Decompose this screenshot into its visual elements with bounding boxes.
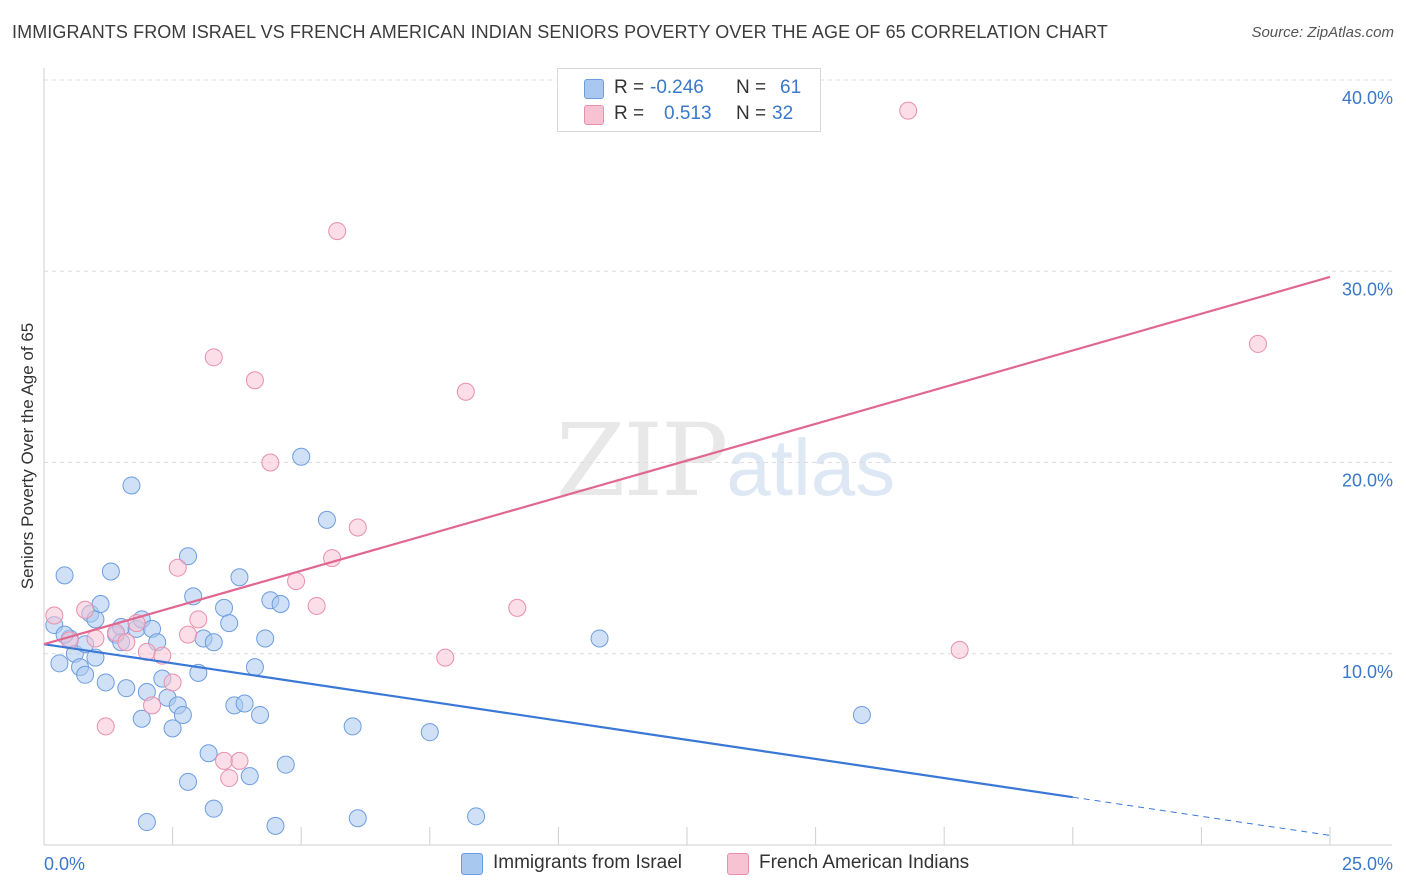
data-point-french — [307, 596, 326, 615]
data-point-french — [76, 600, 95, 619]
data-point-french — [456, 382, 475, 401]
y-axis-label: Seniors Poverty Over the Age of 65 — [18, 322, 37, 590]
y-tick-label: 40.0% — [1342, 88, 1393, 108]
data-point-israel — [179, 772, 198, 791]
data-point-french — [45, 606, 64, 625]
data-point-israel — [420, 723, 439, 742]
x-tick-label: 0.0% — [44, 854, 85, 874]
data-point-french — [143, 696, 162, 715]
data-point-french — [950, 640, 969, 659]
bottom-legend-swatch-french — [727, 853, 749, 875]
data-point-french — [1248, 334, 1267, 353]
trend-line-israel — [43, 643, 1073, 799]
data-point-israel — [266, 816, 285, 835]
data-point-french — [899, 101, 918, 120]
stats-legend: R = -0.246 N = 61 R = 0.513 N = 32 — [557, 68, 821, 132]
legend-swatch-french — [584, 105, 604, 125]
data-point-israel — [240, 767, 259, 786]
legend-swatch-israel — [584, 79, 604, 99]
legend-n-value: 61 — [780, 77, 802, 98]
data-point-israel — [348, 809, 367, 828]
data-point-israel — [292, 447, 311, 466]
data-point-israel — [137, 813, 156, 832]
data-point-french — [153, 646, 172, 665]
data-point-israel — [235, 694, 254, 713]
data-point-french — [204, 348, 223, 367]
data-point-french — [245, 371, 264, 390]
data-point-israel — [179, 547, 198, 566]
legend-r-label: R = — [614, 77, 645, 98]
data-point-french — [86, 629, 105, 648]
data-point-israel — [590, 629, 609, 648]
bottom-legend-swatch-israel — [461, 853, 483, 875]
data-point-french — [287, 572, 306, 591]
data-point-french — [168, 558, 187, 577]
data-point-israel — [467, 807, 486, 826]
data-point-french — [215, 751, 234, 770]
data-point-french — [328, 222, 347, 241]
trend-line-french — [43, 275, 1331, 646]
legend-n-label: N = — [736, 77, 767, 98]
data-point-french — [220, 769, 239, 788]
data-point-israel — [101, 562, 120, 581]
legend-r-value: 0.513 — [664, 103, 712, 124]
y-tick-label: 10.0% — [1342, 662, 1393, 682]
data-point-israel — [173, 705, 192, 724]
data-point-israel — [76, 665, 95, 684]
data-point-french — [230, 751, 249, 770]
data-point-french — [96, 717, 115, 736]
data-point-israel — [256, 629, 275, 648]
data-point-french — [189, 610, 208, 629]
watermark-zip: ZIP — [556, 402, 728, 519]
data-point-french — [117, 633, 136, 652]
data-point-israel — [50, 654, 69, 673]
watermark: ZIPatlas — [556, 402, 895, 519]
data-point-israel — [204, 799, 223, 818]
watermark-atlas: atlas — [726, 423, 896, 512]
data-point-french — [508, 598, 527, 617]
data-point-israel — [276, 755, 295, 774]
data-point-israel — [251, 705, 270, 724]
bottom-legend-label-israel: Immigrants from Israel — [493, 852, 682, 873]
data-point-french — [436, 648, 455, 667]
source-label: Source: ZipAtlas.com — [1251, 24, 1394, 41]
data-point-israel — [117, 679, 136, 698]
data-point-israel — [271, 595, 290, 614]
data-point-israel — [122, 476, 141, 495]
data-point-israel — [199, 744, 218, 763]
y-tick-label: 30.0% — [1342, 279, 1393, 299]
bottom-legend-label-french: French American Indians — [759, 852, 970, 873]
data-point-french — [348, 518, 367, 537]
data-point-israel — [230, 568, 249, 587]
legend-n-label: N = — [736, 103, 767, 124]
data-point-israel — [245, 658, 264, 677]
data-point-israel — [91, 595, 110, 614]
data-point-israel — [132, 709, 151, 728]
data-point-israel — [220, 614, 239, 633]
data-point-israel — [343, 717, 362, 736]
data-point-french — [179, 625, 198, 644]
data-point-french — [261, 453, 280, 472]
chart-title: IMMIGRANTS FROM ISRAEL VS FRENCH AMERICA… — [12, 22, 1108, 42]
data-point-israel — [215, 598, 234, 617]
y-tick-label: 20.0% — [1342, 471, 1393, 491]
data-point-french — [163, 673, 182, 692]
data-point-israel — [317, 510, 336, 529]
legend-r-value: -0.246 — [650, 77, 704, 98]
data-point-israel — [204, 633, 223, 652]
data-point-israel — [96, 673, 115, 692]
data-point-israel — [55, 566, 74, 585]
legend-n-value: 32 — [772, 103, 794, 124]
x-tick-label: 25.0% — [1342, 854, 1393, 874]
legend-r-label: R = — [614, 103, 645, 124]
data-point-israel — [852, 705, 871, 724]
data-point-israel — [163, 719, 182, 738]
